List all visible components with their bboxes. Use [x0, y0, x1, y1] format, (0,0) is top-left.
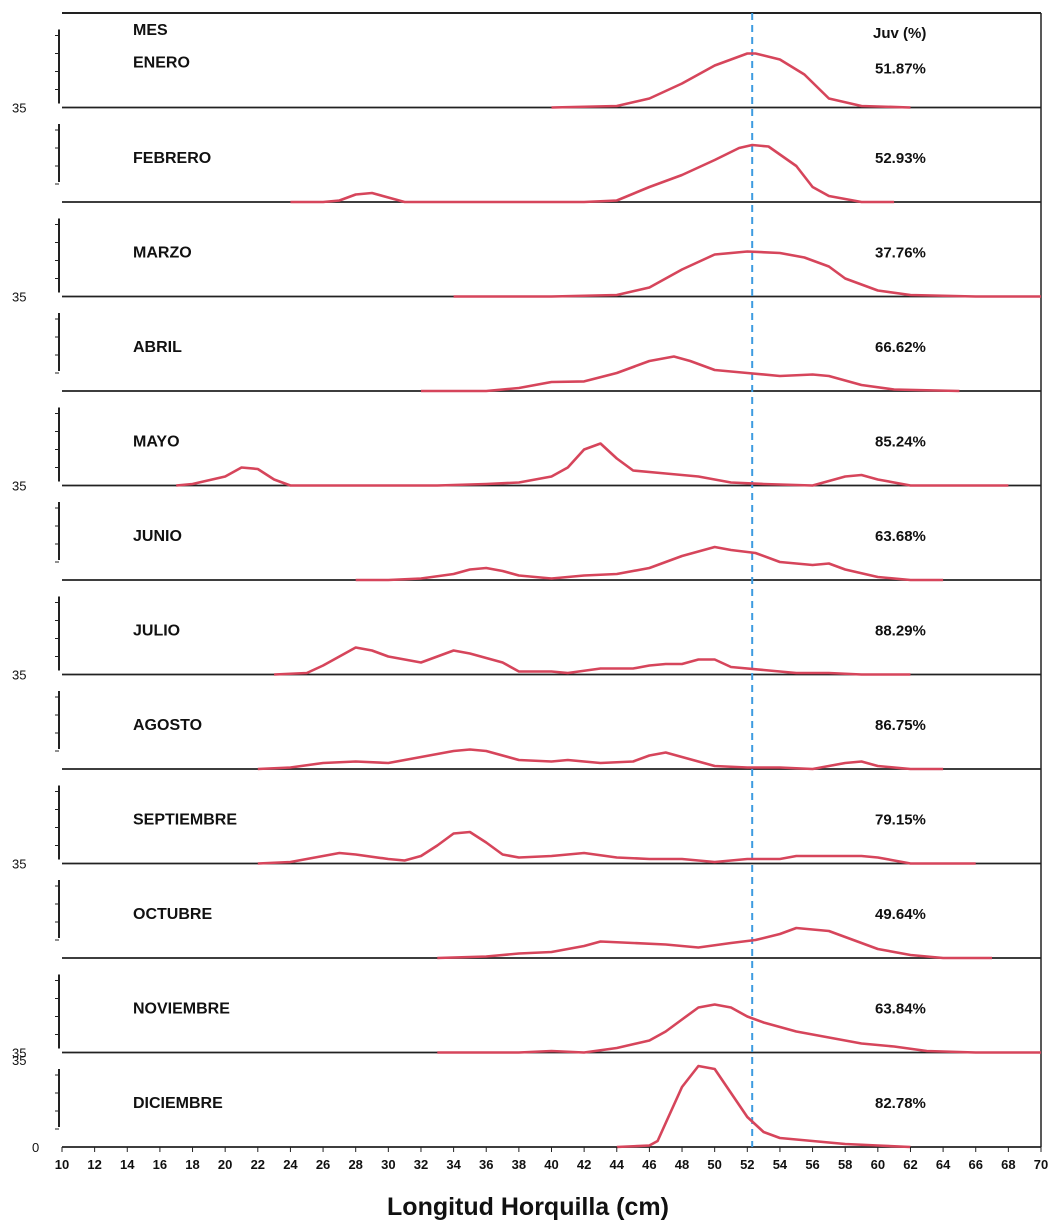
x-tick-label: 12	[87, 1157, 101, 1172]
month-label: ABRIL	[133, 339, 182, 356]
header-juv: Juv (%)	[873, 25, 926, 42]
series-line-mayo	[176, 442, 1009, 487]
x-tick-label: 52	[740, 1157, 754, 1172]
series-line-octubre	[437, 926, 992, 960]
series-line-marzo	[453, 250, 1041, 298]
juv-percent-label: 37.76%	[875, 245, 926, 262]
x-tick-label: 32	[414, 1157, 428, 1172]
x-tick-label: 64	[936, 1157, 951, 1172]
series-line-febrero	[290, 143, 895, 204]
y-tick-label: 35	[12, 857, 26, 872]
panel-frames	[55, 12, 1042, 1148]
y-tick-label: 35	[12, 479, 26, 494]
juv-percent-label: 63.84%	[875, 1001, 926, 1018]
x-tick-label: 40	[544, 1157, 558, 1172]
x-tick-label: 66	[968, 1157, 982, 1172]
x-tick-label: 58	[838, 1157, 852, 1172]
x-tick-label: 68	[1001, 1157, 1015, 1172]
juv-percent-label: 49.64%	[875, 906, 926, 923]
series-line-septiembre	[257, 830, 976, 865]
juv-percent-label: 86.75%	[875, 717, 926, 734]
x-tick-label: 34	[446, 1157, 461, 1172]
x-tick-label: 70	[1034, 1157, 1048, 1172]
juv-percent-label: 51.87%	[875, 61, 926, 78]
month-label: MARZO	[133, 245, 192, 262]
x-tick-label: 26	[316, 1157, 330, 1172]
x-tick-label: 22	[251, 1157, 265, 1172]
x-tick-label: 10	[55, 1157, 69, 1172]
x-tick-label: 38	[512, 1157, 526, 1172]
y-tick-label-zero: 0	[32, 1140, 39, 1155]
x-axis-title: Longitud Horquilla (cm)	[387, 1193, 669, 1221]
x-tick-label: 56	[805, 1157, 819, 1172]
series-line-noviembre	[437, 1003, 1041, 1054]
x-tick-label: 14	[120, 1157, 135, 1172]
month-label: AGOSTO	[133, 717, 202, 734]
series-line-julio	[274, 646, 911, 676]
juv-percent-label: 88.29%	[875, 623, 926, 640]
x-tick-label: 62	[903, 1157, 917, 1172]
x-tick-label: 50	[707, 1157, 721, 1172]
series-line-diciembre	[616, 1064, 911, 1149]
y-tick-label: 35	[12, 1046, 26, 1061]
juv-percent-label: 66.62%	[875, 339, 926, 356]
x-tick-label: 42	[577, 1157, 591, 1172]
juv-percent-label: 79.15%	[875, 812, 926, 829]
x-tick-label: 20	[218, 1157, 232, 1172]
series-line-enero	[551, 52, 911, 109]
x-tick-label: 24	[283, 1157, 298, 1172]
x-tick-label: 48	[675, 1157, 689, 1172]
x-tick-label: 46	[642, 1157, 656, 1172]
series-group	[176, 52, 1041, 1149]
x-tick-label: 36	[479, 1157, 493, 1172]
month-label: DICIEMBRE	[133, 1095, 223, 1112]
x-tick-label: 16	[153, 1157, 167, 1172]
series-line-agosto	[257, 748, 944, 771]
month-label: JUNIO	[133, 528, 182, 545]
juv-percent-label: 63.68%	[875, 528, 926, 545]
y-tick-label: 35	[12, 668, 26, 683]
juv-percent-label: 82.78%	[875, 1095, 926, 1112]
x-tick-label: 60	[871, 1157, 885, 1172]
month-label: OCTUBRE	[133, 906, 212, 923]
x-tick-label: 54	[773, 1157, 788, 1172]
month-label: ENERO	[133, 55, 190, 72]
x-tick-label: 18	[185, 1157, 199, 1172]
header-month: MES	[133, 22, 168, 39]
month-label: NOVIEMBRE	[133, 1001, 230, 1018]
series-line-abril	[421, 355, 960, 393]
month-label: FEBRERO	[133, 150, 211, 167]
juv-percent-label: 52.93%	[875, 150, 926, 167]
y-tick-label: 35	[12, 1053, 26, 1068]
month-label: JULIO	[133, 623, 180, 640]
x-axis: 10 12 14 16 18 20 22 24 26 28 30 32 34 36 38 40 42 44 46 48…	[55, 1147, 1048, 1172]
x-tick-label: 30	[381, 1157, 395, 1172]
x-tick-label: 28	[348, 1157, 362, 1172]
juv-percent-label: 85.24%	[875, 434, 926, 451]
y-tick-label: 35	[12, 290, 26, 305]
x-tick-label: 44	[610, 1157, 625, 1172]
series-line-junio	[355, 545, 944, 582]
labels-group: MES Juv (%) Longitud Horquilla (cm) ENER…	[133, 22, 926, 1221]
month-label: SEPTIEMBRE	[133, 812, 237, 829]
y-tick-label: 35	[12, 101, 26, 116]
month-label: MAYO	[133, 434, 180, 451]
